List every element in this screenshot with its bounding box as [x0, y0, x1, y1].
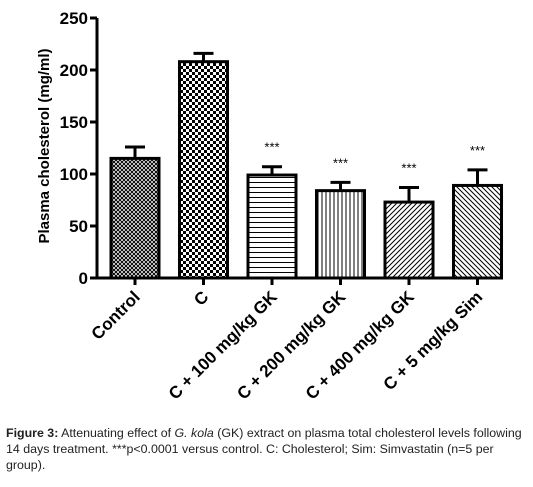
bar-4	[315, 189, 366, 280]
y-tick-label: 50	[69, 217, 88, 236]
bar-1	[109, 156, 161, 280]
bar-3	[246, 173, 298, 280]
y-tick-label: 0	[79, 269, 88, 288]
x-category-label: C	[190, 287, 212, 309]
bar-6	[452, 183, 503, 280]
bar-5	[383, 200, 435, 280]
caption-label: Figure 3:	[6, 426, 59, 440]
figure-caption: Figure 3: Attenuating effect of G. kola …	[6, 425, 528, 473]
y-tick-label: 150	[60, 113, 88, 132]
bar-2	[178, 60, 229, 280]
y-tick-label: 100	[60, 165, 88, 184]
bars: *** *** *** ***	[109, 51, 503, 280]
significance-marker: ***	[470, 143, 485, 158]
significance-marker: ***	[333, 155, 348, 170]
significance-marker: ***	[401, 161, 416, 176]
caption-text-before: Attenuating effect of	[58, 426, 175, 440]
caption-text-after: (GK) extract on plasma total cholesterol…	[6, 426, 522, 472]
y-tick-label: 250	[60, 9, 88, 28]
y-tick-label: 200	[60, 61, 88, 80]
y-axis-label: Plasma cholesterol (mg/ml)	[36, 48, 53, 243]
x-category-label: Control	[88, 287, 144, 343]
significance-marker: ***	[264, 140, 279, 155]
caption-species: G. kola	[174, 426, 214, 440]
y-axis: 0 50 100 150 200 250	[60, 9, 99, 288]
x-axis: Control CC + 100 mg/kg GKC + 200 mg/kg GK…	[88, 276, 497, 403]
